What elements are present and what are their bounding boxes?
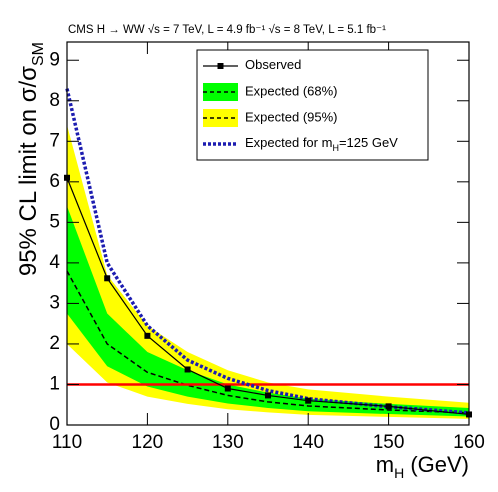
- y-tick-label: 2: [49, 333, 60, 354]
- chart-title: CMS H → WW √s = 7 TeV, L = 4.9 fb⁻¹ √s =…: [68, 23, 386, 36]
- y-tick-label: 0: [49, 414, 60, 435]
- y-tick-label: 3: [49, 292, 60, 313]
- observed-marker: [265, 392, 271, 399]
- x-tick-label: 140: [292, 432, 324, 453]
- text-part: 95% CL limit on σ/σ: [15, 66, 42, 276]
- band: [67, 125, 469, 419]
- legend-label: Expected (95%): [245, 109, 338, 124]
- y-tick-label: 4: [49, 252, 60, 273]
- y-axis-label: 95% CL limit on σ/σSM: [15, 42, 46, 276]
- y-tick-label: 9: [49, 49, 60, 70]
- text-part: H: [394, 465, 404, 481]
- text-part: m: [376, 452, 394, 477]
- legend-label: Expected for mH=125 GeV: [245, 135, 398, 153]
- text-part: Expected for m: [245, 135, 332, 150]
- expected-median: [66, 270, 470, 414]
- observed-marker: [184, 366, 191, 373]
- observed-marker: [305, 397, 312, 404]
- y-tick-label: 1: [49, 373, 60, 394]
- band: [67, 206, 469, 417]
- y-tick-label: 8: [49, 90, 60, 111]
- text-part: (GeV): [404, 452, 469, 477]
- text-part: H: [332, 143, 339, 153]
- legend-label: Expected (68%): [245, 83, 338, 98]
- observed-marker: [144, 332, 151, 339]
- legend-box: [196, 49, 429, 161]
- observed-marker: [385, 403, 392, 410]
- y-tick-label: 7: [49, 130, 60, 151]
- observed-marker: [104, 275, 111, 282]
- y-tick-label: 5: [49, 211, 60, 232]
- x-tick-label: 120: [132, 432, 164, 453]
- x-axis-label: mH (GeV): [376, 452, 469, 481]
- observed-marker: [224, 385, 231, 392]
- x-tick-label: 160: [453, 432, 485, 453]
- legend-label: Observed: [245, 57, 301, 72]
- legend-swatch: [217, 63, 224, 69]
- plot-frame: [66, 41, 470, 426]
- x-tick-label: 110: [52, 432, 82, 453]
- text-part: SM: [30, 42, 47, 66]
- text-part: Observed: [245, 57, 301, 72]
- text-part: =125 GeV: [339, 135, 398, 150]
- y-tick-label: 6: [49, 171, 60, 192]
- x-tick-label: 130: [212, 432, 244, 453]
- x-tick-label: 150: [373, 432, 405, 453]
